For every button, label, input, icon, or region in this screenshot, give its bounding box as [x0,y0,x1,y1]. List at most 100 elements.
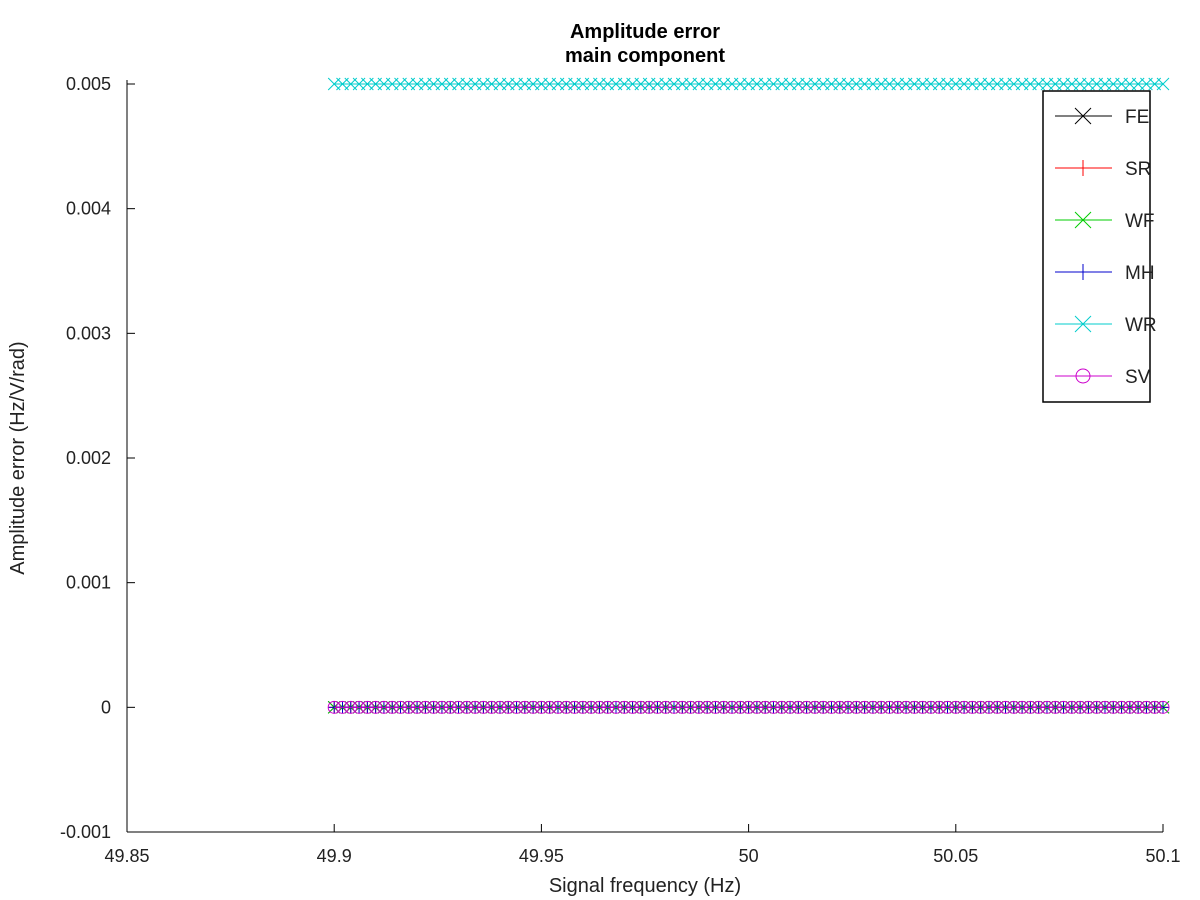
y-tick-label: 0.005 [66,74,111,94]
point-sv [1098,700,1112,714]
point-sv [460,700,474,714]
point-sv [402,700,416,714]
point-sv [800,700,814,714]
point-wr [1156,77,1170,91]
legend-label-sr: SR [1125,159,1151,180]
point-sv [999,700,1013,714]
point-sv [584,700,598,714]
point-sv [410,700,424,714]
legend-label-mh: MH [1125,263,1155,284]
point-sv [783,700,797,714]
series-wr [327,77,1170,91]
point-sv [1090,700,1104,714]
point-sv [808,700,822,714]
point-sv [601,700,615,714]
point-sv [493,700,507,714]
point-sv [1139,700,1153,714]
point-sv [941,700,955,714]
point-sv [874,700,888,714]
point-sv [1123,700,1137,714]
point-sv [1032,700,1046,714]
point-sv [1106,700,1120,714]
point-sv [377,700,391,714]
x-axis-label: Signal frequency (Hz) [549,875,741,897]
y-tick-label: -0.001 [60,822,111,842]
point-sv [526,700,540,714]
point-sv [476,700,490,714]
point-sv [1148,700,1162,714]
point-sv [750,700,764,714]
point-sv [841,700,855,714]
point-sv [360,700,374,714]
point-sv [385,700,399,714]
chart-title-line-1: Amplitude error [570,21,720,43]
point-sv [642,700,656,714]
point-sv [435,700,449,714]
point-sv [766,700,780,714]
legend-entry-sr: SR [1055,159,1151,180]
point-sv [949,700,963,714]
legend-entry-fe: FE [1055,107,1149,128]
point-sv [858,700,872,714]
point-sv [327,700,341,714]
point-sv [990,700,1004,714]
point-sv [675,700,689,714]
x-tick-label: 50.05 [933,846,978,866]
point-sv [733,700,747,714]
point-sv [866,700,880,714]
x-tick-label: 49.9 [317,846,352,866]
point-sv [427,700,441,714]
legend-marker-sr [1075,160,1091,176]
series-sv [327,700,1170,714]
point-sv [1065,700,1079,714]
point-sv [816,700,830,714]
point-sv [775,700,789,714]
axes: 49.85 49.9 49.95 50 50.05 50.1 -0.001 0 0.001 0.0… [60,74,1181,866]
point-sv [899,700,913,714]
point-sv [1081,700,1095,714]
legend-marker-mh [1075,264,1091,280]
x-tick-label: 50.1 [1145,846,1180,866]
legend-entry-wf: WF [1055,211,1155,232]
legend-box [1042,90,1151,403]
point-sv [1073,700,1087,714]
point-sv [1040,700,1054,714]
point-sv [924,700,938,714]
point-sv [965,700,979,714]
point-sv [708,700,722,714]
point-sv [1007,700,1021,714]
point-sv [551,700,565,714]
point-sv [452,700,466,714]
point-sv [576,700,590,714]
point-sv [568,700,582,714]
point-sv [534,700,548,714]
point-sv [1057,700,1071,714]
y-tick-label: 0.002 [66,448,111,468]
point-sv [692,700,706,714]
plot-series [327,77,1170,714]
point-sv [1156,700,1170,714]
point-sv [758,700,772,714]
point-sv [742,700,756,714]
x-tick-label: 50 [739,846,759,866]
legend-entry-wr: WR [1055,315,1157,336]
point-sv [791,700,805,714]
legend-entry-mh: MH [1055,263,1155,284]
y-axis-label: Amplitude error (Hz/V/rad) [7,341,29,574]
point-sv [394,700,408,714]
point-sv [626,700,640,714]
point-sv [700,700,714,714]
point-sv [833,700,847,714]
y-tick-label: 0.003 [66,323,111,343]
y-tick-label: 0 [101,697,111,717]
point-sv [1115,700,1129,714]
point-sv [617,700,631,714]
point-sv [518,700,532,714]
legend: FE SR WF MH WR SV [1042,90,1157,403]
point-sv [725,700,739,714]
point-sv [717,700,731,714]
point-sv [684,700,698,714]
chart-title-line-2: main component [565,45,725,67]
point-sv [1023,700,1037,714]
point-sv [659,700,673,714]
